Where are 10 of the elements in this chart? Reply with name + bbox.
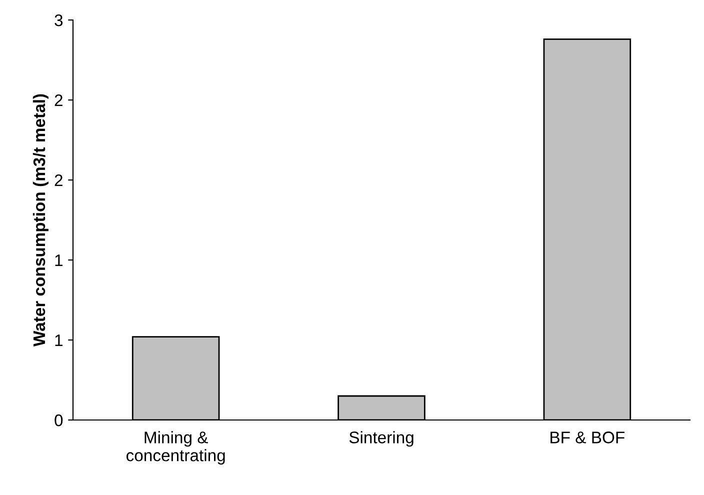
x-tick-label: Mining & concentrating bbox=[126, 431, 225, 465]
y-tick-label: 3 bbox=[54, 14, 63, 26]
x-tick-label: BF & BOF bbox=[550, 432, 624, 444]
y-axis-title: Water consumption (m3/t metal) bbox=[32, 94, 48, 347]
y-tick-label: 2 bbox=[54, 94, 62, 106]
y-tick-label: 0 bbox=[54, 414, 63, 426]
x-tick-label: Sintering bbox=[349, 431, 414, 447]
y-tick-label: 1 bbox=[55, 334, 62, 346]
y-tick-label: 1 bbox=[55, 254, 62, 266]
y-tick-label: 2 bbox=[54, 174, 62, 186]
